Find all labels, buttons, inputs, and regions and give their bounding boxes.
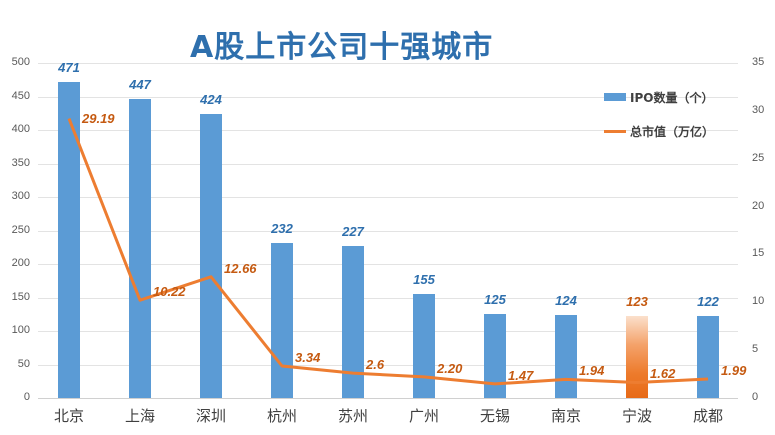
gridline [38, 231, 738, 232]
legend-bar-swatch-icon [604, 93, 626, 101]
line-value-label: 1.47 [508, 367, 534, 383]
bar-4 [342, 245, 364, 398]
line-value-label: 1.62 [650, 366, 676, 382]
left-axis-tick: 450 [11, 90, 30, 102]
left-axis-tick: 100 [11, 324, 30, 336]
left-axis-tick: 250 [11, 224, 30, 236]
legend-label-market-cap: 总市值（万亿） [630, 124, 715, 139]
bar-value-label: 232 [271, 220, 293, 236]
legend: IPO数量（个） 总市值（万亿） [604, 86, 714, 154]
bar-9 [697, 316, 719, 398]
gridline [38, 97, 738, 98]
line-value-label: 12.66 [224, 260, 257, 276]
category-label: 北京 [53, 407, 84, 425]
category-label: 杭州 [266, 407, 297, 425]
line-value-label: 2.20 [437, 360, 463, 376]
left-axis-tick: 350 [11, 157, 30, 169]
bar-value-label: 122 [697, 294, 719, 310]
gridline [38, 164, 738, 165]
right-axis-tick: 10 [752, 295, 765, 307]
bar-2 [200, 113, 222, 398]
legend-item-market-cap: 总市值（万亿） [604, 120, 714, 142]
category-label: 广州 [408, 407, 439, 425]
line-value-label: 1.94 [579, 363, 605, 379]
bar-value-label: 155 [413, 272, 435, 288]
bar-1 [129, 98, 151, 398]
right-axis-tick: 35 [752, 56, 765, 68]
gridline [38, 298, 738, 299]
bar-value-label: 471 [58, 60, 80, 76]
right-axis-tick: 20 [752, 200, 765, 212]
legend-line-swatch-icon [604, 129, 626, 133]
bar-value-label: 123 [626, 293, 648, 309]
line-value-label: 10.22 [153, 284, 186, 300]
bar-5 [413, 294, 435, 398]
category-label: 上海 [124, 407, 155, 425]
line-value-label: 2.6 [366, 357, 385, 373]
category-label: 深圳 [195, 407, 226, 425]
category-label: 成都 [692, 407, 723, 425]
bar-value-label: 424 [200, 91, 222, 107]
line-value-label: 29.19 [82, 110, 115, 126]
category-label: 无锡 [479, 407, 510, 425]
right-axis-tick: 0 [752, 391, 759, 403]
left-axis-tick: 50 [17, 358, 30, 370]
chart-title: A股上市公司十强城市 [190, 30, 494, 65]
gridline [38, 197, 738, 198]
legend-item-ipo: IPO数量（个） [604, 86, 714, 108]
left-axis-tick: 300 [11, 190, 30, 202]
gridline [38, 398, 738, 399]
bar-6 [484, 314, 506, 398]
left-axis-tick: 500 [11, 56, 30, 68]
left-axis-tick: 150 [11, 291, 30, 303]
category-label: 苏州 [337, 407, 368, 425]
bar-0 [58, 82, 80, 398]
category-label: 南京 [550, 407, 581, 425]
bar-value-label: 125 [484, 292, 506, 308]
right-axis-tick: 30 [752, 104, 765, 116]
bar-8 [626, 315, 648, 398]
left-axis-tick: 0 [23, 391, 30, 403]
bar-7 [555, 314, 577, 398]
gridline [38, 130, 738, 131]
left-axis-tick: 400 [11, 123, 30, 135]
legend-label-ipo: IPO数量（个） [630, 90, 714, 105]
line-value-label: 1.99 [721, 362, 747, 378]
line-value-label: 3.34 [295, 350, 321, 366]
gridline [38, 365, 738, 366]
right-axis-tick: 25 [752, 152, 765, 164]
bar-value-label: 124 [555, 292, 577, 308]
bar-value-label: 227 [342, 223, 364, 239]
gridline [38, 331, 738, 332]
gridline [38, 63, 738, 64]
right-axis-tick: 15 [752, 247, 765, 259]
gridline [38, 264, 738, 265]
category-label: 宁波 [621, 407, 652, 425]
left-axis-tick: 200 [11, 257, 30, 269]
right-axis-tick: 5 [752, 343, 759, 355]
bar-value-label: 447 [129, 76, 151, 92]
